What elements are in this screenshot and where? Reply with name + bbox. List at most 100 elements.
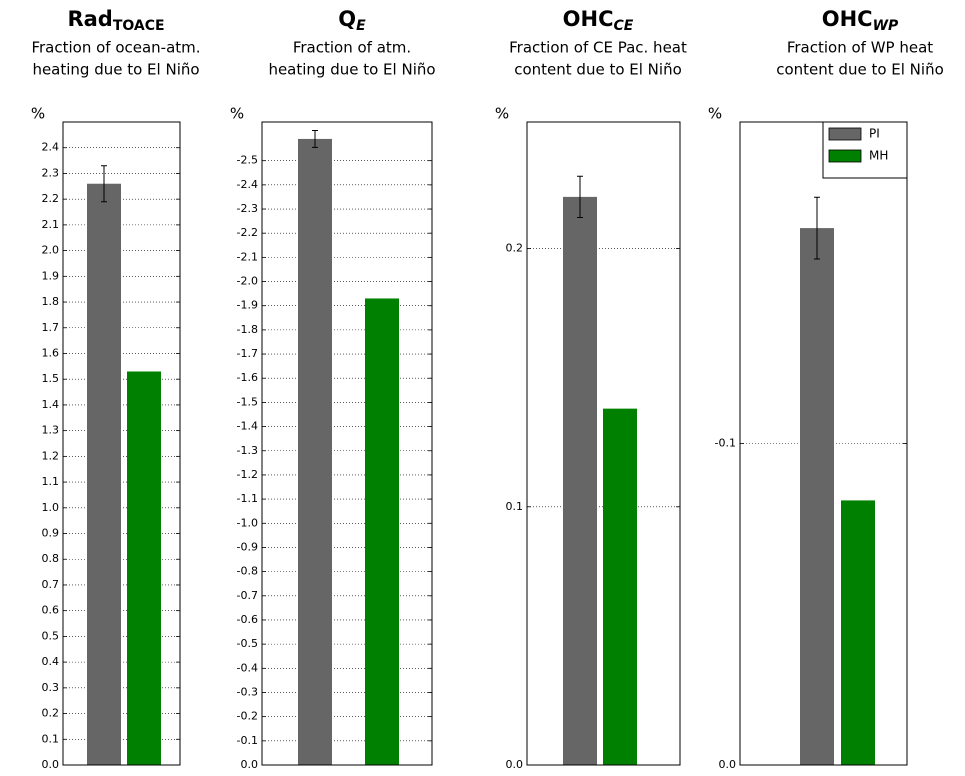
y-tick-label: -0.1 bbox=[715, 437, 736, 450]
bar bbox=[127, 371, 161, 765]
y-tick-label: -0.3 bbox=[237, 685, 258, 698]
bar bbox=[298, 138, 332, 766]
y-axis-label: % bbox=[708, 105, 722, 123]
y-tick-label: 2.1 bbox=[42, 218, 60, 231]
y-tick-label: -1.3 bbox=[237, 444, 258, 457]
y-tick-label: 1.5 bbox=[42, 372, 60, 385]
title-subscript: WP bbox=[873, 18, 899, 34]
bar bbox=[87, 183, 121, 765]
y-tick-label: 2.4 bbox=[42, 141, 60, 154]
panel-title: OHCCE bbox=[563, 7, 634, 34]
y-tick-label: 1.2 bbox=[42, 449, 60, 462]
axes-frame bbox=[62, 121, 181, 766]
y-tick-label: -0.7 bbox=[237, 589, 258, 602]
y-tick-label: -2.1 bbox=[237, 250, 258, 263]
error-bar bbox=[814, 196, 820, 260]
y-tick-label: 1.8 bbox=[42, 295, 60, 308]
panel-subtitle: Fraction of WP heat bbox=[787, 39, 933, 57]
y-tick-label: -1.8 bbox=[237, 323, 258, 336]
bar bbox=[800, 228, 834, 766]
y-tick-label: -1.7 bbox=[237, 347, 258, 360]
error-bar bbox=[101, 165, 107, 203]
bar bbox=[841, 500, 875, 765]
y-tick-label: 2.0 bbox=[42, 244, 60, 257]
y-tick-label: 0.1 bbox=[506, 500, 524, 513]
y-tick-label: 0.0 bbox=[42, 758, 60, 771]
title-subscript: TOACE bbox=[113, 18, 165, 34]
y-tick-label: 2.2 bbox=[42, 192, 60, 205]
y-tick-label: -0.1 bbox=[237, 734, 258, 747]
y-tick-label: 1.9 bbox=[42, 269, 60, 282]
y-tick-label: 0.0 bbox=[506, 758, 524, 771]
panel-subtitle: Fraction of atm. bbox=[293, 39, 411, 57]
y-tick-label: -1.2 bbox=[237, 468, 258, 481]
y-tick-label: 2.3 bbox=[42, 166, 60, 179]
y-tick-label: -2.2 bbox=[237, 226, 258, 239]
y-tick-label: 1.6 bbox=[42, 346, 60, 359]
y-tick-label: 0.5 bbox=[42, 629, 60, 642]
bar bbox=[365, 298, 399, 765]
y-tick-label: -1.9 bbox=[237, 299, 258, 312]
y-tick-label: 0.7 bbox=[42, 578, 60, 591]
y-tick-label: -1.4 bbox=[237, 420, 258, 433]
title-main: OHC bbox=[563, 7, 614, 31]
y-tick-label: 0.0 bbox=[719, 758, 737, 771]
y-tick-label: -0.5 bbox=[237, 637, 258, 650]
legend-label: MH bbox=[869, 149, 888, 163]
y-tick-label: -0.8 bbox=[237, 565, 258, 578]
panel-subtitle: heating due to El Niño bbox=[268, 61, 435, 79]
y-tick-label: -1.1 bbox=[237, 492, 258, 505]
y-axis-label: % bbox=[31, 105, 45, 123]
panel-subtitle: content due to El Niño bbox=[776, 61, 944, 79]
y-tick-label: 0.2 bbox=[42, 707, 60, 720]
y-tick-label: 0.0 bbox=[241, 758, 259, 771]
title-main: Rad bbox=[67, 7, 112, 31]
legend-label: PI bbox=[869, 127, 880, 141]
axes-frame bbox=[261, 121, 433, 766]
y-axis-label: % bbox=[230, 105, 244, 123]
y-axis-label: % bbox=[495, 105, 509, 123]
y-tick-label: -0.6 bbox=[237, 613, 258, 626]
y-tick-label: -1.5 bbox=[237, 395, 258, 408]
y-tick-label: 1.0 bbox=[42, 501, 60, 514]
y-tick-label: 0.6 bbox=[42, 604, 60, 617]
y-tick-label: 1.4 bbox=[42, 398, 60, 411]
y-tick-label: 1.1 bbox=[42, 475, 60, 488]
y-tick-label: -0.2 bbox=[237, 710, 258, 723]
y-tick-label: -2.3 bbox=[237, 202, 258, 215]
axes-frame bbox=[526, 121, 681, 766]
y-tick-label: 0.9 bbox=[42, 527, 60, 540]
y-tick-label: -1.0 bbox=[237, 516, 258, 529]
bar bbox=[603, 408, 637, 765]
panel-title: QE bbox=[338, 7, 366, 34]
y-tick-label: 1.7 bbox=[42, 321, 60, 334]
y-tick-label: 1.3 bbox=[42, 424, 60, 437]
y-tick-label: 0.1 bbox=[42, 732, 60, 745]
bar bbox=[563, 196, 597, 765]
y-tick-label: -1.6 bbox=[237, 371, 258, 384]
legend-swatch bbox=[828, 149, 862, 163]
error-bar bbox=[312, 129, 318, 148]
title-subscript: CE bbox=[614, 18, 634, 34]
y-tick-label: -0.9 bbox=[237, 540, 258, 553]
panel-subtitle: heating due to El Niño bbox=[32, 61, 199, 79]
title-main: Q bbox=[338, 7, 356, 31]
legend-swatch bbox=[828, 127, 862, 141]
y-tick-label: -2.0 bbox=[237, 275, 258, 288]
title-main: OHC bbox=[822, 7, 873, 31]
y-tick-label: 0.4 bbox=[42, 655, 60, 668]
title-subscript: E bbox=[356, 18, 366, 34]
panel-subtitle: content due to El Niño bbox=[514, 61, 682, 79]
panel-title: RadTOACE bbox=[67, 7, 164, 34]
y-tick-label: -0.4 bbox=[237, 661, 258, 674]
panel-subtitle: Fraction of ocean-atm. bbox=[31, 39, 200, 57]
y-tick-label: 0.3 bbox=[42, 681, 60, 694]
panel-subtitle: Fraction of CE Pac. heat bbox=[509, 39, 687, 57]
panel-title: OHCWP bbox=[822, 7, 899, 34]
y-tick-label: 0.8 bbox=[42, 552, 60, 565]
error-bar bbox=[577, 175, 583, 219]
y-tick-label: -2.4 bbox=[237, 178, 258, 191]
y-tick-label: 0.2 bbox=[506, 242, 524, 255]
y-tick-label: -2.5 bbox=[237, 154, 258, 167]
